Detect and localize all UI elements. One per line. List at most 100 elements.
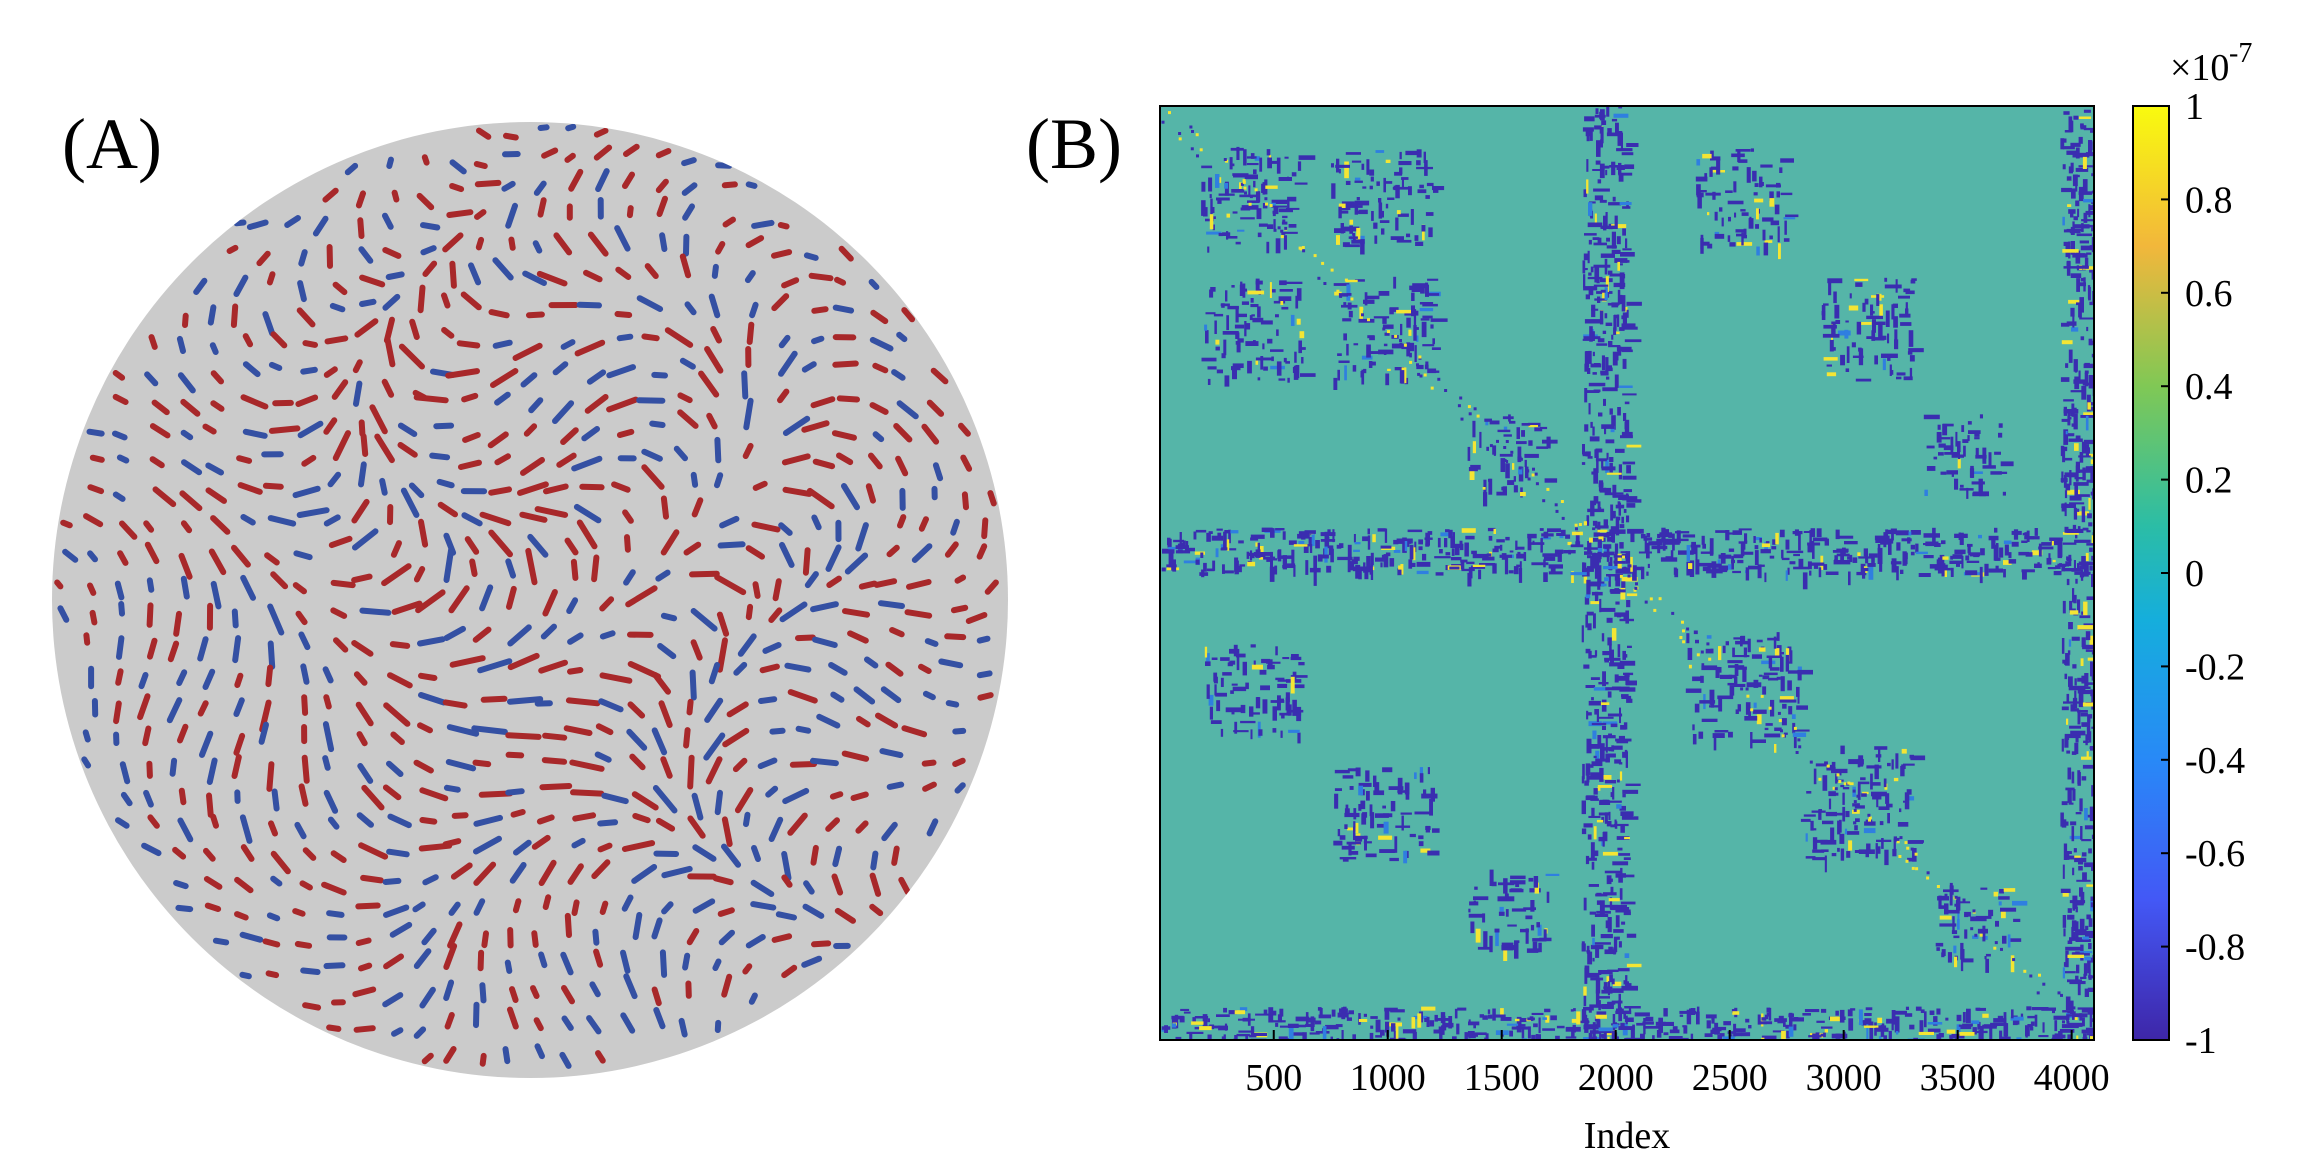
heatmap-cell	[1227, 662, 1233, 667]
vector-arrow	[632, 912, 643, 941]
heatmap-cell	[1183, 560, 1196, 564]
heatmap-cell	[1592, 957, 1595, 962]
heatmap-cell	[2077, 625, 2094, 630]
heatmap-cell	[1907, 537, 1911, 544]
vector-arrow	[560, 951, 574, 976]
vector-arrow	[199, 730, 214, 758]
heatmap-cell	[2071, 952, 2084, 957]
heatmap-cell	[1254, 188, 1258, 192]
heatmap-cell	[1619, 272, 1625, 290]
heatmap-cell	[2063, 266, 2079, 269]
heatmap-cell	[1885, 310, 1890, 327]
heatmap-cell	[1279, 1008, 1284, 1017]
heatmap-cell	[1536, 1034, 1541, 1040]
heatmap-cell	[1185, 541, 1189, 548]
vector-arrow	[787, 689, 818, 704]
heatmap-cell	[2091, 1018, 2094, 1022]
vector-arrow	[869, 903, 884, 917]
heatmap-cell	[1878, 321, 1883, 339]
heatmap-cell	[1856, 321, 1862, 335]
heatmap-cell	[1706, 642, 1710, 646]
heatmap-cell	[1414, 541, 1417, 553]
vector-arrow	[492, 257, 514, 281]
heatmap-cell	[1533, 1023, 1538, 1028]
heatmap-cell	[1347, 827, 1357, 831]
heatmap-cell	[1870, 304, 1874, 316]
vector-arrow	[781, 453, 811, 466]
heatmap-cell	[1768, 657, 1773, 669]
heatmap-cell	[1528, 425, 1538, 428]
heatmap-cell	[1342, 857, 1349, 862]
heatmap-cell	[1252, 317, 1264, 323]
heatmap-cell	[1610, 907, 1619, 911]
heatmap-cell	[1910, 755, 1926, 761]
heatmap-cell	[1266, 661, 1281, 664]
heatmap-cell	[1993, 544, 1999, 561]
heatmap-cell	[1385, 203, 1389, 209]
heatmap-cell	[1676, 530, 1681, 544]
heatmap-cell	[1648, 541, 1663, 546]
heatmap-cell	[1949, 1035, 1953, 1040]
heatmap-cell	[1623, 566, 1627, 570]
vector-arrow	[926, 818, 939, 837]
heatmap-cell	[2083, 363, 2094, 369]
vector-arrow	[538, 859, 557, 886]
heatmap-cell	[2066, 851, 2070, 860]
heatmap-cell	[1211, 657, 1218, 660]
heatmap-cell	[1606, 237, 1610, 242]
heatmap-cell	[1591, 722, 1607, 726]
heatmap-cell	[1433, 1029, 1445, 1034]
heatmap-cell	[2077, 599, 2081, 613]
heatmap-cell	[2068, 166, 2073, 174]
heatmap-cell	[1717, 559, 1721, 565]
heatmap-cell	[1905, 859, 1909, 863]
heatmap-cell	[1788, 1013, 1794, 1018]
vector-arrow	[443, 546, 455, 583]
heatmap-cell	[2078, 116, 2092, 119]
heatmap-cell	[1295, 1016, 1310, 1022]
heatmap-cell	[2068, 676, 2073, 687]
vector-arrow	[302, 1002, 322, 1011]
heatmap-cell	[1571, 1030, 1575, 1039]
heatmap-cell	[1586, 515, 1590, 526]
heatmap-cell	[2053, 1015, 2070, 1020]
heatmap-cell	[1613, 492, 1624, 495]
heatmap-cell	[2063, 229, 2071, 233]
heatmap-cell	[1583, 992, 1587, 1007]
vector-arrow	[877, 600, 905, 609]
vector-arrow	[542, 894, 552, 910]
vector-arrow	[541, 757, 568, 765]
heatmap-cell	[1923, 414, 1940, 420]
heatmap-cell	[1905, 1006, 1909, 1010]
heatmap-cell	[1217, 199, 1222, 204]
heatmap-cell	[2090, 896, 2094, 901]
vector-arrow	[778, 522, 793, 536]
vector-arrow	[836, 395, 860, 403]
heatmap-cell	[1611, 415, 1616, 430]
heatmap-cell	[1581, 462, 1586, 465]
heatmap-cell	[1844, 329, 1849, 339]
vector-arrow	[722, 727, 750, 748]
heatmap-cell	[1352, 1034, 1356, 1040]
heatmap-cell	[1432, 370, 1440, 373]
vector-arrow	[571, 899, 580, 916]
heatmap-cell	[1353, 343, 1359, 346]
heatmap-cell	[1408, 186, 1412, 196]
heatmap-cell	[2022, 532, 2029, 536]
heatmap-cell	[1546, 891, 1550, 903]
vector-arrow	[520, 457, 545, 476]
vector-arrow	[631, 864, 658, 884]
heatmap-cell	[1763, 242, 1769, 256]
heatmap-cell	[2068, 622, 2073, 630]
vector-arrow	[382, 992, 404, 1008]
heatmap-cell	[2065, 431, 2068, 435]
vector-arrow	[292, 908, 306, 917]
vector-arrow	[533, 1017, 544, 1032]
heatmap-cell	[1382, 327, 1386, 331]
vector-arrow	[751, 521, 781, 533]
heatmap-cell	[1646, 542, 1650, 559]
heatmap-cell	[1604, 545, 1608, 556]
heatmap-cell	[1360, 241, 1365, 255]
colorbar-tick-label: -1	[2185, 1020, 2217, 1062]
heatmap-cell	[2089, 565, 2093, 571]
